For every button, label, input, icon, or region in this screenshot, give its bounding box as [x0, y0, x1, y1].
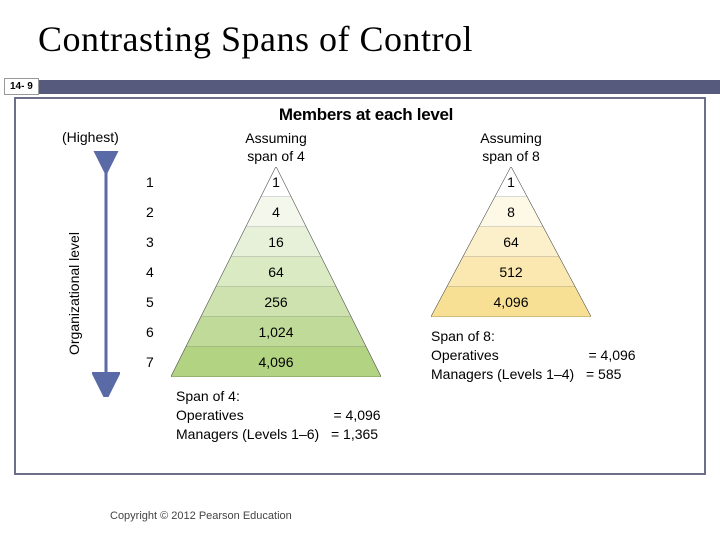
summary-row: Operatives = 4,096	[431, 346, 636, 365]
pyramid-span4: 1 4 16 64 256 1,024 4,096	[171, 167, 381, 377]
pyramid-row: 64	[463, 227, 559, 257]
pyramid-row: 64	[216, 257, 336, 287]
span8-summary: Span of 8: Operatives = 4,096 Managers (…	[431, 327, 636, 384]
pyramid-row: 4,096	[171, 347, 381, 377]
pyramid-value: 1	[507, 174, 515, 190]
level-num: 6	[146, 317, 154, 347]
pyramid-value: 4,096	[493, 294, 528, 310]
slide-number: 14- 9	[4, 78, 39, 95]
level-num: 4	[146, 257, 154, 287]
level-num: 7	[146, 347, 154, 377]
level-num: 5	[146, 287, 154, 317]
highest-label: (Highest)	[62, 129, 119, 145]
summary-title: Span of 4:	[176, 387, 381, 406]
pyramid-value: 64	[268, 264, 284, 280]
summary-label: Managers (Levels 1–6)	[176, 426, 319, 442]
pyramid-row: 512	[447, 257, 575, 287]
pyramid-value: 8	[507, 204, 515, 220]
span4-summary: Span of 4: Operatives = 4,096 Managers (…	[176, 387, 381, 444]
span4-header: Assumingspan of 4	[206, 129, 346, 165]
purple-bar	[39, 80, 720, 94]
summary-row: Managers (Levels 1–4) = 585	[431, 365, 636, 384]
summary-title: Span of 8:	[431, 327, 636, 346]
span8-header: Assumingspan of 8	[441, 129, 581, 165]
pyramid-value: 1	[272, 174, 280, 190]
pyramid-value: 16	[268, 234, 284, 250]
summary-value: = 4,096	[333, 407, 380, 423]
pyramid-row: 16	[231, 227, 321, 257]
summary-label: Operatives	[431, 347, 499, 363]
slide-title: Contrasting Spans of Control	[0, 0, 720, 60]
summary-value: = 585	[586, 366, 621, 382]
summary-label: Operatives	[176, 407, 244, 423]
level-numbers: 1234567	[146, 167, 154, 377]
pyramid-span8: 1 8 64 512 4,096	[431, 167, 591, 317]
diagram-header: Members at each level	[56, 105, 676, 125]
summary-value: = 1,365	[331, 426, 378, 442]
pyramid-row: 4,096	[431, 287, 591, 317]
double-arrow-icon	[92, 151, 120, 397]
y-axis-label: Organizational level	[66, 232, 82, 355]
pyramid-value: 4	[272, 204, 280, 220]
copyright: Copyright © 2012 Pearson Education	[110, 510, 292, 522]
summary-row: Operatives = 4,096	[176, 406, 381, 425]
pyramid-value: 256	[264, 294, 287, 310]
level-num: 3	[146, 227, 154, 257]
summary-label: Managers (Levels 1–4)	[431, 366, 574, 382]
pyramid-value: 4,096	[258, 354, 293, 370]
pyramid-value: 512	[499, 264, 522, 280]
summary-row: Managers (Levels 1–6) = 1,365	[176, 425, 381, 444]
content-frame: Members at each level (Highest) Organiza…	[14, 97, 706, 475]
pyramid-value: 1,024	[258, 324, 293, 340]
diagram: Members at each level (Highest) Organiza…	[56, 105, 676, 465]
pyramid-value: 64	[503, 234, 519, 250]
pyramid-row: 256	[201, 287, 351, 317]
pyramid-row: 1,024	[186, 317, 366, 347]
level-num: 1	[146, 167, 154, 197]
level-num: 2	[146, 197, 154, 227]
header-bar: 14- 9	[0, 78, 720, 95]
summary-value: = 4,096	[588, 347, 635, 363]
